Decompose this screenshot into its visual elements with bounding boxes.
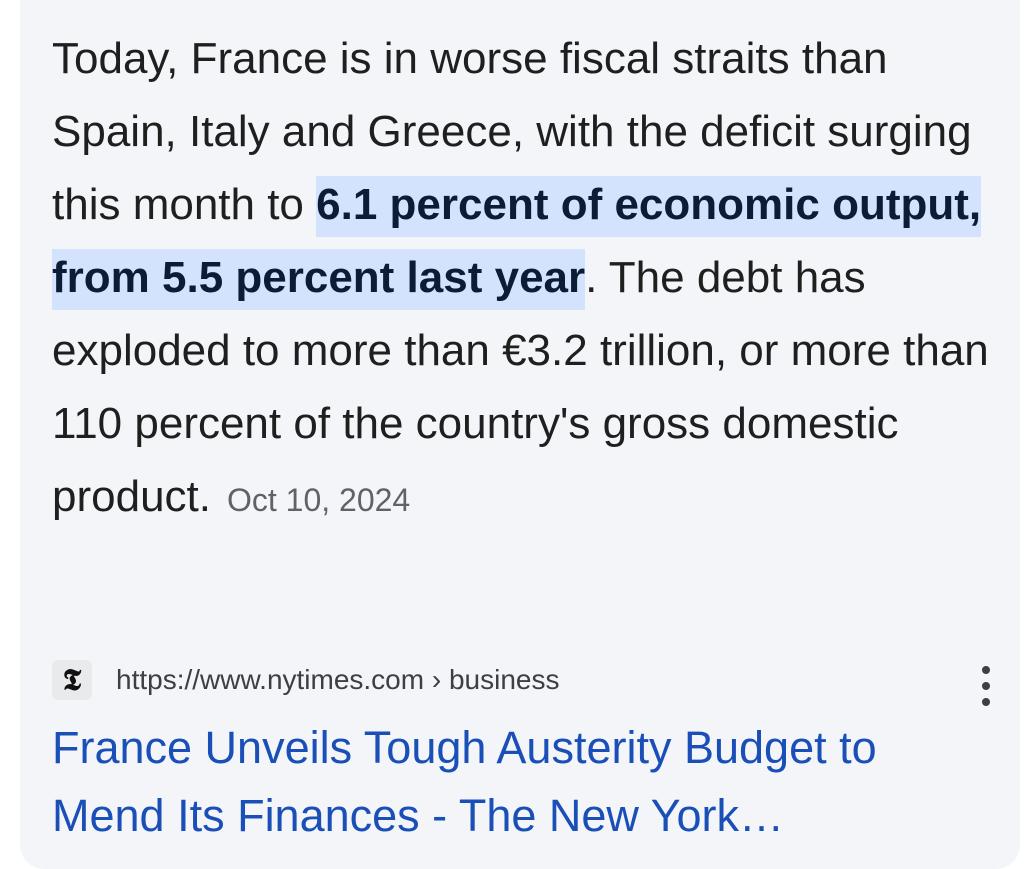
menu-dot <box>982 682 990 690</box>
favicon-letter: 𝕿 <box>62 662 82 698</box>
source-url[interactable]: https://www.nytimes.com › business <box>116 664 560 695</box>
menu-dot <box>982 666 990 674</box>
snippet-text-after: . The debt has exploded to more than €3.… <box>52 253 989 521</box>
source-row[interactable]: 𝕿 https://www.nytimes.com › business <box>52 660 992 706</box>
more-vert-icon[interactable] <box>980 666 992 706</box>
snippet-text-before: Today, France is in worse fiscal straits… <box>52 34 972 229</box>
menu-dot <box>982 698 990 706</box>
featured-snippet-text: Today, France is in worse fiscal straits… <box>52 22 1002 537</box>
nyt-logo-icon: 𝕿 <box>52 660 92 700</box>
result-title-link[interactable]: France Unveils Tough Austerity Budget to… <box>52 722 877 841</box>
search-result-card: Today, France is in worse fiscal straits… <box>20 0 1020 869</box>
snippet-date: Oct 10, 2024 <box>226 482 411 518</box>
